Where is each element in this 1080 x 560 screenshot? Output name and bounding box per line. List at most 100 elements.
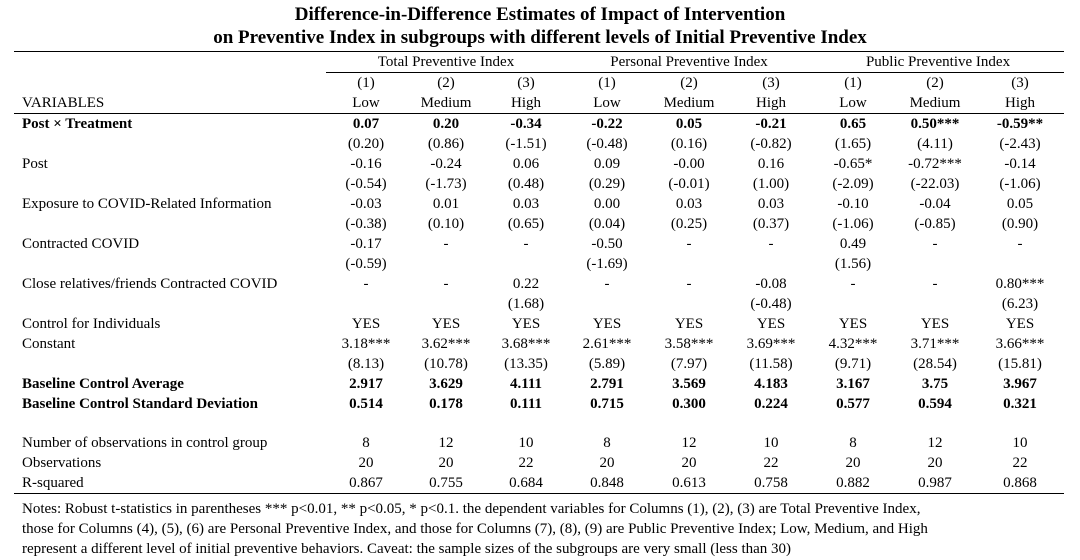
row-label: Contracted COVID — [22, 236, 140, 252]
table-cell: 0.65 — [839, 116, 867, 132]
notes-line-2: those for Columns (4), (5), (6) are Pers… — [22, 521, 928, 537]
table-cell: -0.04 — [919, 196, 951, 212]
table-cell: 0.07 — [352, 116, 380, 132]
table-cell: (-0.48) — [586, 136, 628, 152]
table-notes: Notes: Robust t-statistics in parenthese… — [22, 499, 1072, 559]
group-header: Public Preventive Index — [812, 51, 1065, 73]
table-cell: (8.13) — [347, 356, 385, 372]
table-cell: - — [768, 236, 774, 252]
table-cell: 0.514 — [349, 396, 383, 412]
regression-table: Total Preventive Index Personal Preventiv… — [14, 51, 1065, 494]
table-cell: 20 — [599, 455, 615, 471]
table-row: (0.20) (0.86) (-1.51) (-0.48) (0.16) (-0.82) (… — [14, 134, 1064, 154]
table-cell: (7.97) — [670, 356, 708, 372]
column-number: (1) — [357, 75, 375, 91]
row-label: Close relatives/friends Contracted COVID — [22, 276, 278, 292]
table-cell: 2.61*** — [582, 336, 632, 352]
table-cell: 0.01 — [432, 196, 460, 212]
column-number: (1) — [598, 75, 616, 91]
row-label: Control for Individuals — [22, 316, 161, 332]
table-cell: (0.86) — [427, 136, 465, 152]
table-cell: 3.569 — [672, 376, 706, 392]
column-level: Low — [326, 93, 406, 114]
row-label — [14, 214, 326, 234]
table-cell: 3.66*** — [995, 336, 1045, 352]
table-cell: - — [443, 236, 449, 252]
table-cell: - — [932, 236, 938, 252]
table-cell: YES — [1005, 316, 1035, 332]
table-title-line-2: on Preventive Index in subgroups with di… — [213, 27, 867, 48]
table-row: (-0.59) (-1.69) (1.56) — [14, 254, 1064, 274]
table-cell: (0.29) — [588, 176, 626, 192]
table-cell: 8 — [362, 435, 370, 451]
table-cell: (-1.69) — [586, 256, 628, 272]
table-cell: YES — [756, 316, 786, 332]
table-cell: -0.34 — [510, 116, 542, 132]
table-cell: (-0.48) — [750, 296, 792, 312]
table-cell: (-0.01) — [668, 176, 710, 192]
table-cell: (6.23) — [1001, 296, 1039, 312]
table-cell: -0.50 — [591, 236, 623, 252]
table-cell: 0.715 — [590, 396, 624, 412]
column-level-row: VARIABLES Low Medium High Low Medium High Low Me… — [14, 93, 1065, 114]
table-cell: 0.755 — [406, 473, 486, 494]
row-label: Baseline Control Average — [22, 376, 184, 392]
table-cell: -0.24 — [430, 156, 462, 172]
column-level: Low — [566, 93, 648, 114]
table-cell: (1.56) — [834, 256, 872, 272]
column-number: (3) — [517, 75, 535, 91]
table-cell: 12 — [681, 435, 697, 451]
row-label — [14, 134, 326, 154]
table-cell: 22 — [1012, 455, 1028, 471]
table-cell: (-1.51) — [505, 136, 547, 152]
table-cell: - — [850, 276, 856, 292]
row-label: Post — [22, 156, 48, 172]
table-cell: 0.05 — [1006, 196, 1034, 212]
table-cell: (0.10) — [427, 216, 465, 232]
row-label: Post × Treatment — [22, 116, 133, 132]
spacer-cell — [14, 414, 326, 433]
table-row: Exposure to COVID-Related Information -0.… — [14, 194, 1064, 214]
table-cell: -0.14 — [1004, 156, 1036, 172]
table-cell: 20 — [681, 455, 697, 471]
row-label: R-squared — [14, 473, 326, 494]
column-number: (3) — [762, 75, 780, 91]
table-cell: (1.65) — [834, 136, 872, 152]
row-label: Observations — [22, 455, 102, 471]
table-cell: (0.48) — [507, 176, 545, 192]
table-cell: 0.224 — [754, 396, 788, 412]
column-level: Medium — [894, 93, 977, 114]
table-cell: 3.71*** — [910, 336, 960, 352]
table-cell: 0.00 — [593, 196, 621, 212]
table-row: Post × Treatment 0.07 0.20 -0.34 -0.22 0.05 -0… — [14, 114, 1064, 135]
group-header: Total Preventive Index — [326, 51, 566, 73]
table-cell — [648, 294, 730, 314]
table-row: Control for Individuals YES YES YES YES YES YE… — [14, 314, 1064, 334]
table-row: Close relatives/friends Contracted COVID… — [14, 274, 1064, 294]
table-cell: (-22.03) — [910, 176, 960, 192]
header-blank — [14, 73, 326, 94]
table-cell: YES — [592, 316, 622, 332]
spacer-cell — [894, 414, 976, 433]
table-cell: 20 — [927, 455, 943, 471]
table-cell: (28.54) — [913, 356, 957, 372]
table-cell: YES — [838, 316, 868, 332]
table-cell: -0.22 — [591, 116, 623, 132]
table-cell: 0.49 — [839, 236, 867, 252]
stats-row: Observations 20 20 22 20 20 22 20 20 22 — [14, 453, 1064, 473]
variables-label: VARIABLES — [14, 93, 326, 114]
spacer-cell — [812, 414, 894, 433]
table-cell: 12 — [438, 435, 454, 451]
table-row: Baseline Control Average 2.917 3.629 4.111 2… — [14, 374, 1064, 394]
table-cell: (0.04) — [588, 216, 626, 232]
table-cell: YES — [920, 316, 950, 332]
table-cell: 10 — [1012, 435, 1028, 451]
table-cell: -0.59** — [996, 116, 1044, 132]
table-cell: 4.32*** — [828, 336, 878, 352]
table-cell: 10 — [518, 435, 534, 451]
row-label — [14, 294, 326, 314]
row-label — [14, 174, 326, 194]
table-cell: -0.10 — [837, 196, 869, 212]
table-cell: -0.16 — [350, 156, 382, 172]
table-cell — [894, 254, 976, 274]
